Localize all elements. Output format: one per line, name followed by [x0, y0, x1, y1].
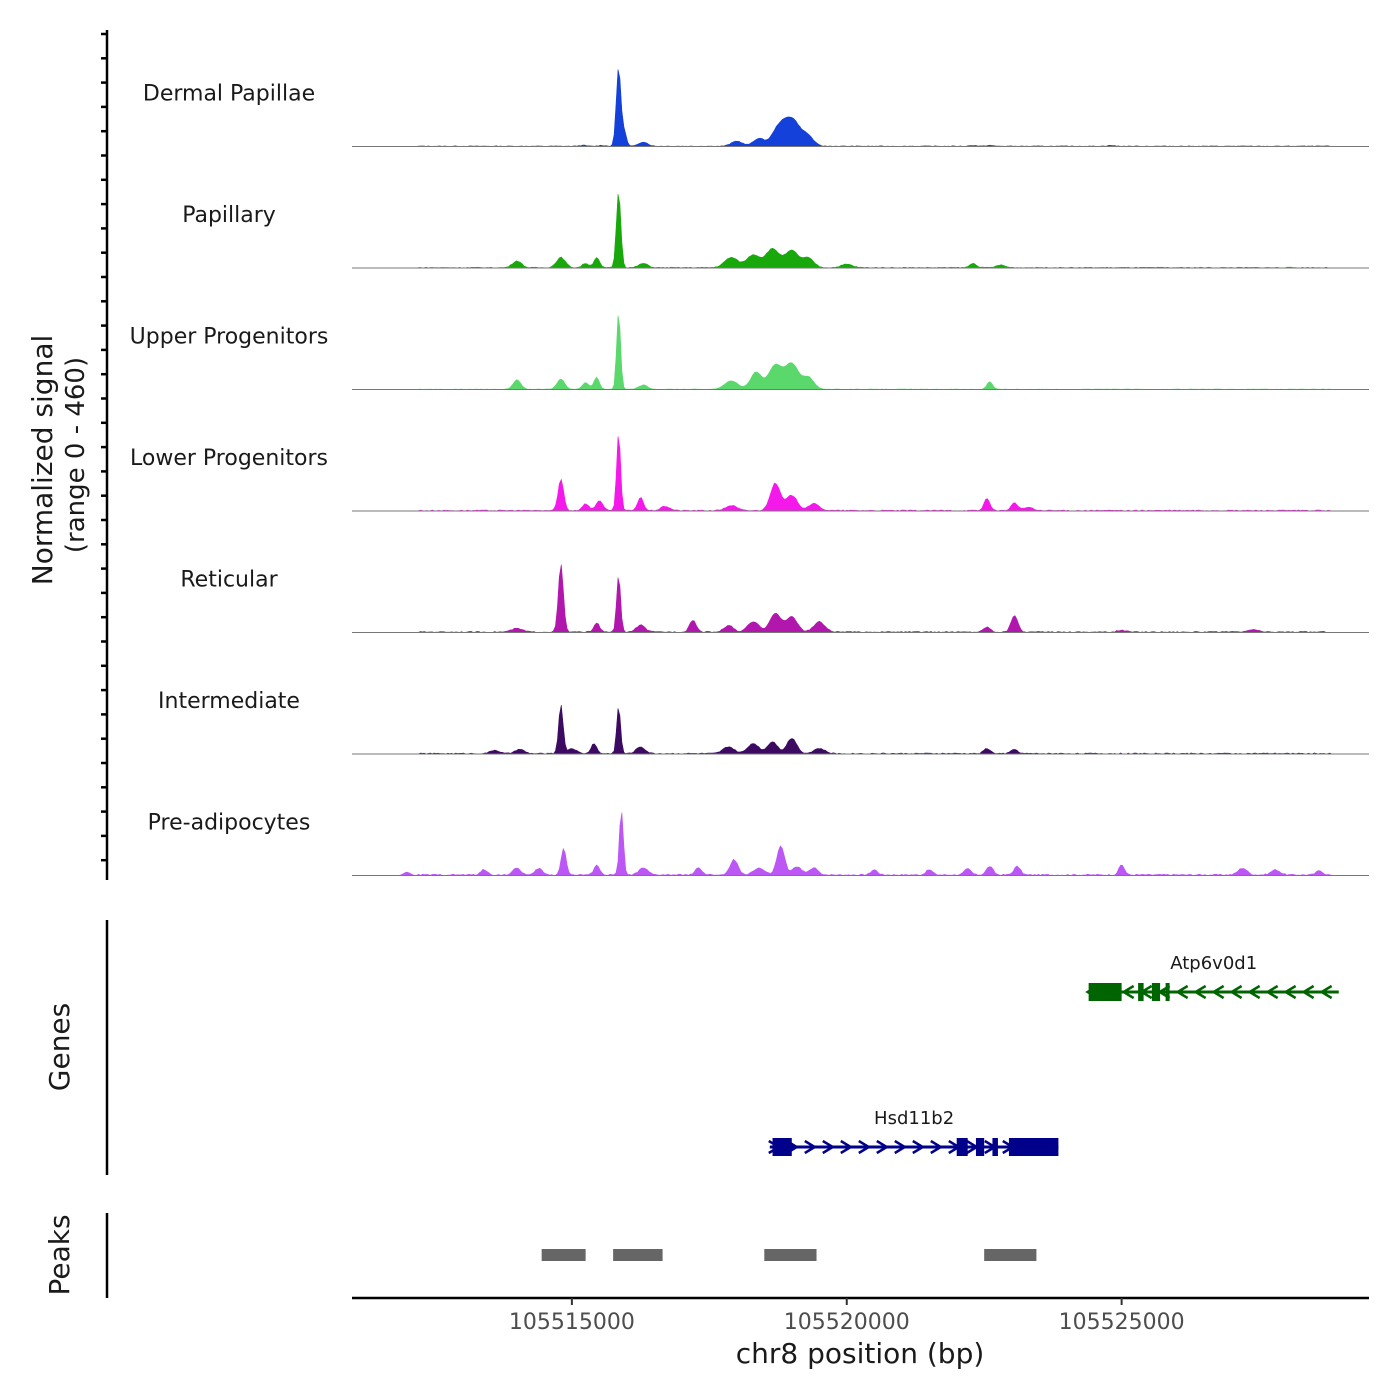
peak-region: [541, 1249, 586, 1261]
y-axis-range-label: (range 0 - 460): [61, 357, 91, 553]
gene-exon: [1138, 983, 1144, 1001]
coverage-area-upper-progenitors: [352, 315, 1369, 390]
gene-exon: [956, 1138, 968, 1156]
coverage-area-lower-progenitors: [352, 436, 1369, 512]
x-tick-label: 105525000: [1059, 1310, 1185, 1335]
peaks-track-title: Peaks: [43, 1214, 76, 1295]
strand-chevron: [912, 1139, 926, 1155]
strand-chevron: [1175, 984, 1189, 1000]
strand-chevron: [1247, 984, 1261, 1000]
gene-track: Atp6v0d1 Hsd11b2: [768, 953, 1339, 1156]
gene-exon: [1088, 983, 1122, 1001]
track-label: Reticular: [180, 568, 278, 593]
peak-region: [613, 1249, 663, 1261]
coverage-area-pre-adipocytes: [352, 812, 1369, 876]
track-label: Papillary: [182, 203, 276, 228]
gene-exon: [1151, 983, 1161, 1001]
gene-exon: [772, 1138, 792, 1156]
strand-chevron: [1283, 984, 1297, 1000]
strand-chevron: [1211, 984, 1225, 1000]
x-tick-label: 105520000: [784, 1310, 910, 1335]
genes-track-title: Genes: [43, 1003, 76, 1091]
x-axis-ticks: 105515000 105520000 105525000: [509, 1298, 1185, 1335]
x-tick-label: 105515000: [509, 1310, 635, 1335]
y-axis-title: Normalized signal: [26, 335, 59, 586]
coverage-area-papillary: [352, 194, 1369, 269]
strand-chevron: [858, 1139, 872, 1155]
gene-exon: [1165, 983, 1170, 1001]
strand-chevron: [930, 1139, 944, 1155]
strand-chevron: [1229, 984, 1243, 1000]
peak-region: [984, 1249, 1037, 1261]
strand-chevron: [840, 1139, 854, 1155]
strand-chevron: [1319, 984, 1333, 1000]
strand-chevron: [1301, 984, 1315, 1000]
track-label: Dermal Papillae: [143, 82, 315, 107]
track-label: Pre-adipocytes: [148, 811, 311, 836]
strand-chevron: [804, 1139, 818, 1155]
gene-name-label: Atp6v0d1: [1170, 953, 1257, 974]
peak-track: [541, 1249, 1037, 1261]
strand-chevron: [894, 1139, 908, 1155]
coverage-tracks: Dermal Papillae Papillary Upper Progenitor…: [130, 69, 1369, 876]
peak-region: [764, 1249, 817, 1261]
strand-chevron: [1193, 984, 1207, 1000]
strand-chevron: [1265, 984, 1279, 1000]
strand-chevron: [822, 1139, 836, 1155]
track-label: Intermediate: [158, 689, 300, 714]
gene-exon: [1008, 1138, 1059, 1156]
strand-chevron: [1121, 984, 1135, 1000]
strand-chevron: [876, 1139, 890, 1155]
coverage-area-intermediate: [352, 705, 1369, 755]
track-label: Upper Progenitors: [130, 325, 329, 350]
coverage-area-dermal-papillae: [352, 69, 1369, 147]
track-label: Lower Progenitors: [130, 446, 328, 471]
gene-exon: [975, 1138, 985, 1156]
signal-y-axis-ticks: [101, 32, 107, 862]
gene-name-label: Hsd11b2: [874, 1108, 954, 1129]
gene-exon: [992, 1138, 998, 1156]
x-axis-title: chr8 position (bp): [736, 1337, 985, 1370]
coverage-area-reticular: [352, 564, 1369, 633]
